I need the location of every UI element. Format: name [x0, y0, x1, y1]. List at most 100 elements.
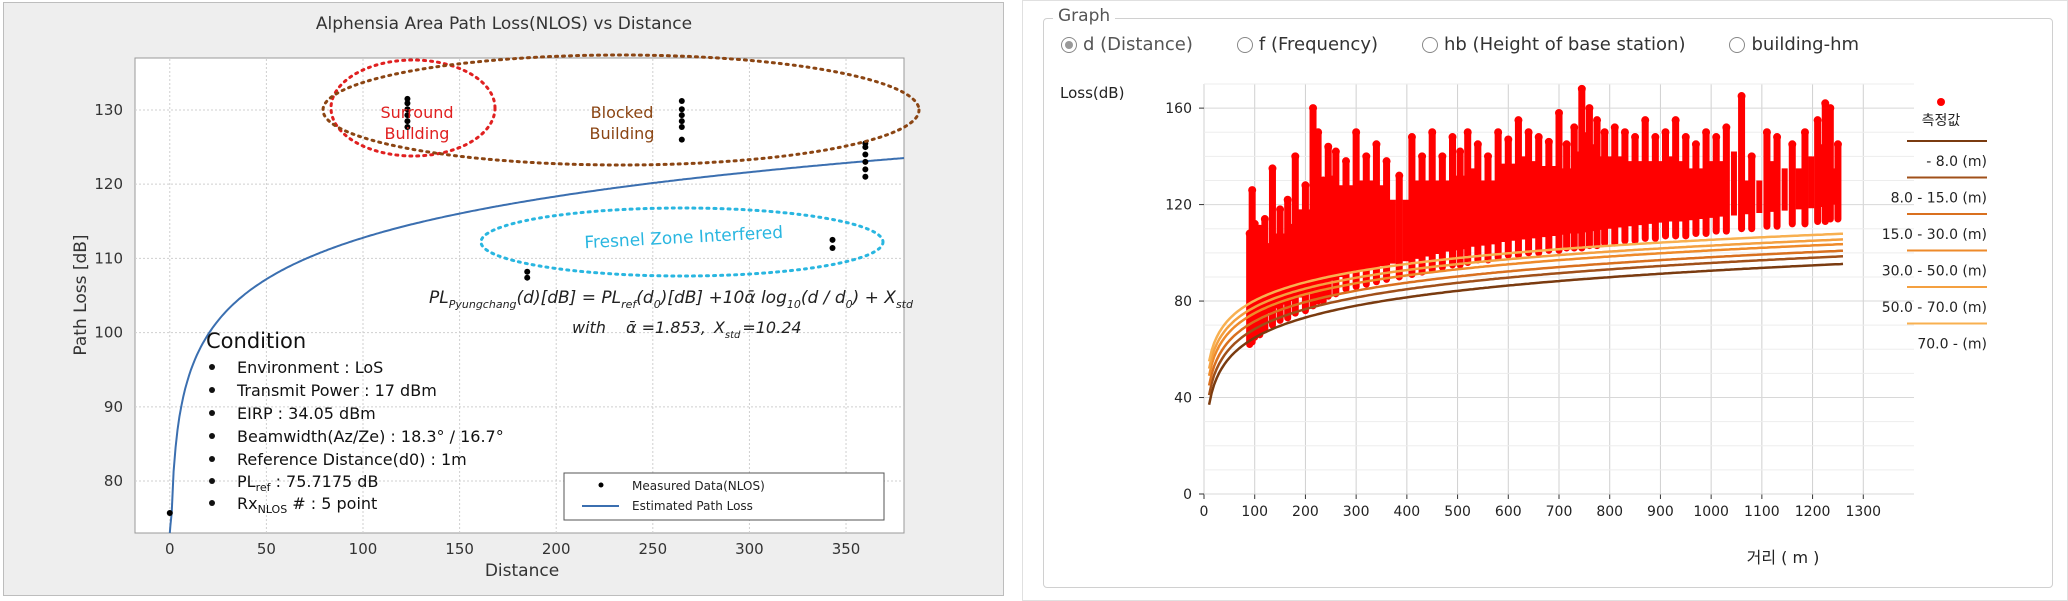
height-class-curves: [1207, 232, 1844, 406]
right-legend: 측정값 - 8.0 (m) 8.0 - 15.0 (m) 15.0 - 30.0 (…: [1882, 98, 1987, 353]
left-x-tick-label: 150: [445, 540, 474, 558]
condition-item: Beamwidth(Az/Ze) : 18.3° / 16.7°: [237, 427, 504, 446]
measured-point: [1291, 152, 1300, 161]
legend-measured-value-label: 측정값: [1922, 113, 1961, 129]
right-x-tick-label: 0: [1200, 504, 1209, 520]
left-x-tick-label: 50: [257, 540, 276, 558]
radio-building-hm[interactable]: building-hm: [1729, 34, 1859, 55]
measured-point: [1268, 164, 1277, 173]
left-y-tick-label: 100: [94, 324, 123, 342]
measured-point: [829, 236, 836, 243]
measured-point: [1418, 152, 1427, 161]
condition-item: Transmit Power : 17 dBm: [236, 381, 437, 400]
radio-unchecked-icon: [1422, 36, 1438, 53]
right-y-tick-label: 0: [1183, 487, 1192, 503]
height-class-curve: [1207, 242, 1844, 377]
left-legend: Measured Data(NLOS) Estimated Path Loss: [563, 472, 885, 521]
measured-point: [1555, 108, 1563, 117]
measured-point: [1283, 195, 1292, 204]
measured-point: [678, 136, 685, 143]
condition-heading: Condition: [206, 329, 306, 353]
measured-point: [1309, 104, 1318, 113]
height-class-curve: [1207, 238, 1844, 369]
left-y-axis-label: Path Loss [dB]: [71, 234, 91, 355]
left-y-tick-label: 80: [104, 472, 123, 490]
measured-point: [1372, 140, 1381, 149]
measured-point: [404, 124, 411, 131]
radio-frequency[interactable]: f (Frequency): [1236, 34, 1378, 55]
right-graph-panel: Graph d (Distance) f (Frequency) hb (Hei…: [1022, 0, 2068, 601]
right-x-tick-label: 100: [1241, 504, 1268, 520]
right-x-tick-label: 500: [1444, 504, 1471, 520]
measured-point: [1691, 140, 1700, 149]
measured-point: [1610, 123, 1619, 132]
radio-checked-icon: [1061, 36, 1077, 53]
measured-scatter: [1245, 84, 1842, 348]
graph-group-box: [1043, 18, 2053, 588]
legend-item-label: 15.0 - 30.0 (m): [1882, 227, 1987, 243]
left-chart-title: Alphensia Area Path Loss(NLOS) vs Distan…: [316, 14, 692, 34]
measured-point: [1352, 128, 1361, 137]
measured-point: [1248, 186, 1257, 195]
left-y-ticks: 80 90 100 110 120 130: [94, 101, 123, 490]
legend-item-label: 50.0 - 70.0 (m): [1882, 300, 1987, 316]
radio-base-height[interactable]: hb (Height of base station): [1422, 34, 1685, 55]
height-class-curve: [1207, 255, 1844, 396]
right-y-tick-label: 80: [1174, 294, 1192, 310]
measured-point: [404, 106, 411, 113]
blocked-building-ellipse: [321, 53, 921, 167]
measured-point: [1813, 116, 1822, 125]
left-x-ticks: 0 50 100 150 200 250 300 350: [165, 540, 860, 558]
measured-point: [1362, 152, 1371, 161]
measured-points: [166, 95, 869, 516]
measured-point: [1788, 140, 1797, 149]
legend-item-label: 70.0 - (m): [1917, 337, 1987, 353]
legend-item-label: 30.0 - 50.0 (m): [1882, 264, 1987, 280]
surround-label-line1: Surround: [380, 103, 453, 122]
formula-line1: PLPyungchang(d)[dB] = PLref(d0)[dB] +10ᾱ…: [429, 288, 914, 311]
measured-point: [1438, 152, 1447, 161]
left-x-tick-label: 350: [832, 540, 861, 558]
right-x-tick-label: 200: [1292, 504, 1319, 520]
blocked-label-line1: Blocked: [591, 103, 654, 122]
measured-point: [862, 158, 869, 165]
measured-point: [829, 245, 836, 251]
height-class-curve: [1207, 249, 1844, 386]
right-y-tick-label: 160: [1165, 101, 1192, 117]
fresnel-zone-ellipse: [479, 206, 885, 278]
height-class-curve: [1207, 232, 1844, 362]
condition-item: EIRP : 34.05 dBm: [237, 404, 376, 423]
measured-point: [1324, 142, 1333, 151]
surround-label-line2: Building: [385, 124, 450, 143]
radio-distance[interactable]: d (Distance): [1061, 34, 1193, 55]
right-x-axis-label: 거리 ( m ): [1747, 548, 1820, 567]
left-grid: [135, 58, 904, 533]
measured-point: [1562, 140, 1571, 149]
measured-point: [1504, 135, 1513, 144]
graph-group-title: Graph: [1053, 6, 1116, 26]
estimated-path-loss-curve: [168, 157, 905, 534]
measured-point: [1395, 171, 1404, 180]
measured-point: [1577, 84, 1586, 93]
measured-point: [1544, 137, 1553, 146]
left-chart-svg: Alphensia Area Path Loss(NLOS) vs Distan…: [71, 14, 921, 581]
right-x-tick-label: 300: [1343, 504, 1370, 520]
measured-point: [1800, 128, 1809, 137]
condition-item: Reference Distance(d0) : 1m: [237, 450, 467, 469]
surround-building-ellipse: [329, 58, 497, 158]
measured-point: [1494, 128, 1503, 137]
right-x-ticks: 0 100 200 300 400 500 600 700 800 900 1000 1100 1200…: [1200, 504, 1882, 520]
measured-point: [862, 166, 869, 173]
measured-point: [1747, 152, 1756, 161]
right-x-tick-label: 800: [1596, 504, 1623, 520]
measured-point: [1473, 140, 1482, 149]
measured-point: [1301, 181, 1310, 190]
left-x-tick-label: 300: [735, 540, 764, 558]
measured-point: [1833, 140, 1842, 149]
measured-point: [1250, 219, 1259, 228]
measured-point: [1448, 133, 1457, 142]
measured-point: [1722, 123, 1731, 132]
measured-point: [862, 173, 869, 180]
measured-point: [678, 118, 685, 125]
measured-point: [1484, 152, 1492, 161]
